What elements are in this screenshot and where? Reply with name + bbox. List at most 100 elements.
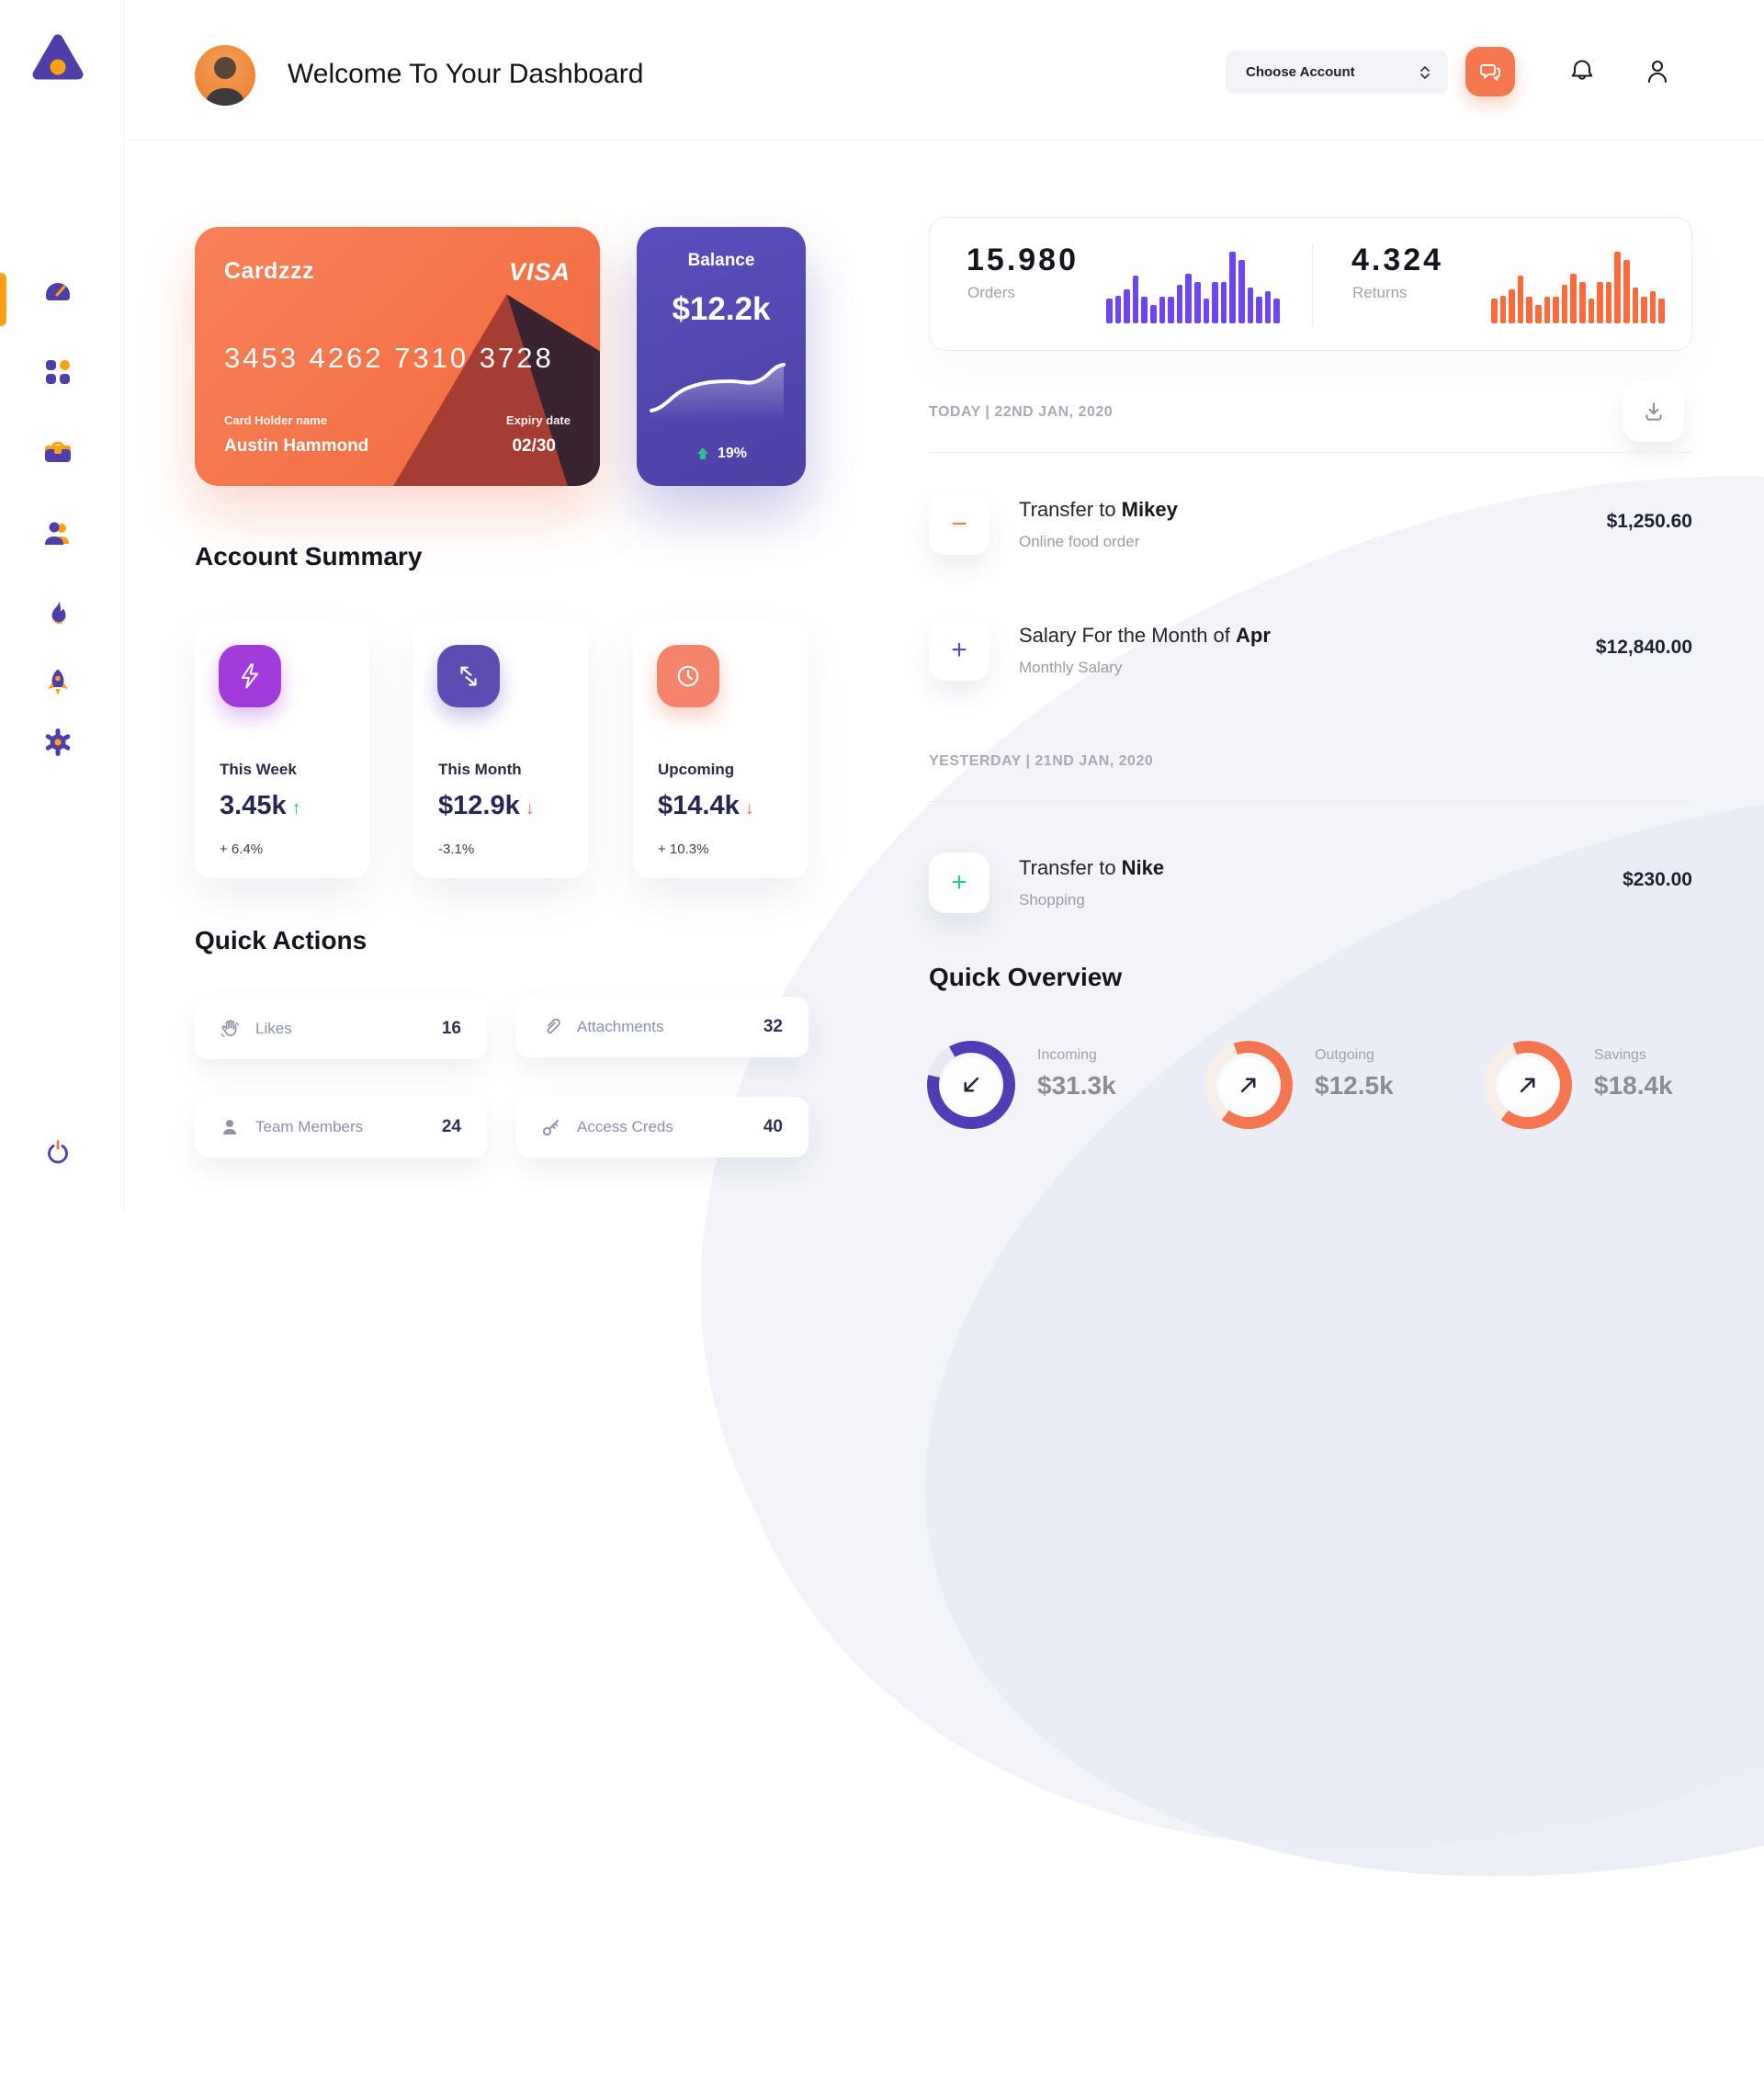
messages-button[interactable] xyxy=(1465,47,1515,96)
up-arrow-icon xyxy=(696,447,708,459)
flame-icon xyxy=(51,601,66,625)
outgoing-ring xyxy=(1204,1041,1293,1129)
overview-label: Savings xyxy=(1594,1047,1646,1063)
transaction-title: Salary For the Month of Apr xyxy=(1019,624,1271,647)
overview-label: Incoming xyxy=(1037,1047,1097,1063)
balance-card: Balance $12.2k 19% xyxy=(637,227,806,486)
quick-action-label: Access Creds xyxy=(577,1118,673,1135)
account-selector-label: Choose Account xyxy=(1246,64,1355,80)
transaction-row-mikey[interactable]: − Transfer to Mikey Online food order $1… xyxy=(929,494,1692,555)
summary-delta: -3.1% xyxy=(438,841,475,857)
orders-returns-panel: 15.980 Orders 4.324 Returns xyxy=(929,217,1692,351)
quick-action-likes[interactable]: Likes 16 xyxy=(195,999,487,1059)
orders-label: Orders xyxy=(967,284,1015,301)
summary-card-this-month: This Month $12.9k ↓ -3.1% xyxy=(413,621,588,878)
balance-delta: 19% xyxy=(717,446,748,461)
sidebar-item-apps[interactable] xyxy=(41,356,74,389)
key-icon xyxy=(542,1120,559,1136)
summary-label: This Week xyxy=(220,761,297,778)
active-nav-indicator xyxy=(0,273,6,326)
triangle-logo-icon xyxy=(32,34,84,80)
card-holder-label: Card Holder name xyxy=(224,413,327,427)
logout-button[interactable] xyxy=(41,1135,74,1169)
sidebar-item-launch[interactable] xyxy=(41,666,74,699)
orders-bar-chart xyxy=(1106,250,1283,323)
card-number: 3453 4262 7310 3728 xyxy=(224,342,554,374)
up-right-arrow-icon xyxy=(1520,1078,1535,1093)
quick-action-label: Team Members xyxy=(255,1118,364,1135)
paperclip-icon xyxy=(547,1018,560,1033)
summary-card-this-week: This Week 3.45k ↑ + 6.4% xyxy=(195,621,369,878)
up-arrow-icon: ↑ xyxy=(291,798,301,819)
download-statement-button[interactable] xyxy=(1623,381,1684,442)
quick-action-count: 16 xyxy=(441,1019,461,1038)
up-right-arrow-icon xyxy=(1240,1078,1256,1093)
sidebar-item-trending[interactable] xyxy=(41,597,74,630)
sidebar-item-settings[interactable] xyxy=(41,726,74,759)
quick-action-access-creds[interactable]: Access Creds 40 xyxy=(516,1097,808,1157)
bell-icon xyxy=(1571,60,1593,80)
card-expiry-label: Expiry date xyxy=(505,413,571,427)
transaction-subtitle: Monthly Salary xyxy=(1019,659,1123,676)
credit-card: Cardzzz VISA 3453 4262 7310 3728 Card Ho… xyxy=(195,227,600,486)
transaction-subtitle: Online food order xyxy=(1019,533,1140,550)
sidebar-item-work[interactable] xyxy=(41,435,74,469)
balance-sparkline xyxy=(650,363,786,420)
user-avatar[interactable] xyxy=(195,45,255,106)
transaction-row-nike[interactable]: + Transfer to Nike Shopping $230.00 xyxy=(929,852,1692,913)
transaction-sign-icon: + xyxy=(929,620,989,681)
returns-value: 4.324 xyxy=(1351,243,1444,277)
header-divider xyxy=(125,140,1764,141)
app-logo[interactable] xyxy=(31,31,85,85)
quick-action-count: 24 xyxy=(441,1117,461,1136)
overview-label: Outgoing xyxy=(1315,1047,1374,1063)
transaction-sign-icon: + xyxy=(929,852,989,913)
power-icon xyxy=(48,1140,68,1164)
transaction-sign-icon: − xyxy=(929,494,989,555)
briefcase-icon xyxy=(45,441,71,462)
incoming-ring xyxy=(927,1041,1015,1129)
transaction-date-header: TODAY | 22ND JAN, 2020 xyxy=(929,404,1114,420)
avatar-photo xyxy=(205,57,245,106)
sidebar-item-dashboard[interactable] xyxy=(41,274,74,307)
balance-label: Balance xyxy=(687,251,755,270)
summary-delta: + 6.4% xyxy=(220,841,264,857)
orders-value: 15.980 xyxy=(967,243,1079,277)
down-arrow-icon: ↓ xyxy=(525,798,535,819)
member-icon xyxy=(223,1120,236,1135)
overview-value: $18.4k xyxy=(1594,1071,1673,1100)
quick-actions-heading: Quick Actions xyxy=(195,926,368,954)
card-name: Cardzzz xyxy=(224,258,314,284)
balance-value: $12.2k xyxy=(672,291,771,327)
waving-hand-icon xyxy=(220,1020,240,1037)
user-icon xyxy=(1647,60,1668,84)
sidebar xyxy=(0,0,124,1213)
quick-action-count: 32 xyxy=(763,1017,783,1036)
summary-value: 3.45k ↑ xyxy=(220,791,301,820)
notifications-button[interactable] xyxy=(1566,56,1598,87)
summary-delta: + 10.3% xyxy=(658,841,709,857)
summary-label: This Month xyxy=(438,761,522,778)
sidebar-item-contacts[interactable] xyxy=(41,517,74,550)
rocket-icon xyxy=(48,669,68,695)
panel-divider xyxy=(1312,243,1313,326)
summary-card-upcoming: Upcoming $14.4k ↓ + 10.3% xyxy=(633,621,808,878)
summary-value: $14.4k ↓ xyxy=(658,791,754,820)
clock-icon xyxy=(677,665,699,687)
savings-ring xyxy=(1484,1041,1572,1129)
account-summary-heading: Account Summary xyxy=(195,542,423,570)
transaction-subtitle: Shopping xyxy=(1019,891,1085,909)
card-holder-name: Austin Hammond xyxy=(224,436,369,456)
divider xyxy=(929,452,1692,453)
account-selector[interactable]: Choose Account xyxy=(1226,51,1448,94)
down-left-arrow-icon xyxy=(964,1077,979,1092)
transaction-title: Transfer to Nike xyxy=(1019,856,1165,879)
page-title: Welcome To Your Dashboard xyxy=(288,59,644,89)
down-arrow-icon: ↓ xyxy=(744,798,754,819)
transaction-row-salary[interactable]: + Salary For the Month of Apr Monthly Sa… xyxy=(929,620,1692,681)
quick-action-team-members[interactable]: Team Members 24 xyxy=(195,1097,487,1157)
quick-action-attachments[interactable]: Attachments 32 xyxy=(516,997,808,1057)
visa-logo: VISA xyxy=(508,258,571,286)
card-expiry-value: 02/30 xyxy=(512,436,556,456)
profile-button[interactable] xyxy=(1642,56,1673,87)
